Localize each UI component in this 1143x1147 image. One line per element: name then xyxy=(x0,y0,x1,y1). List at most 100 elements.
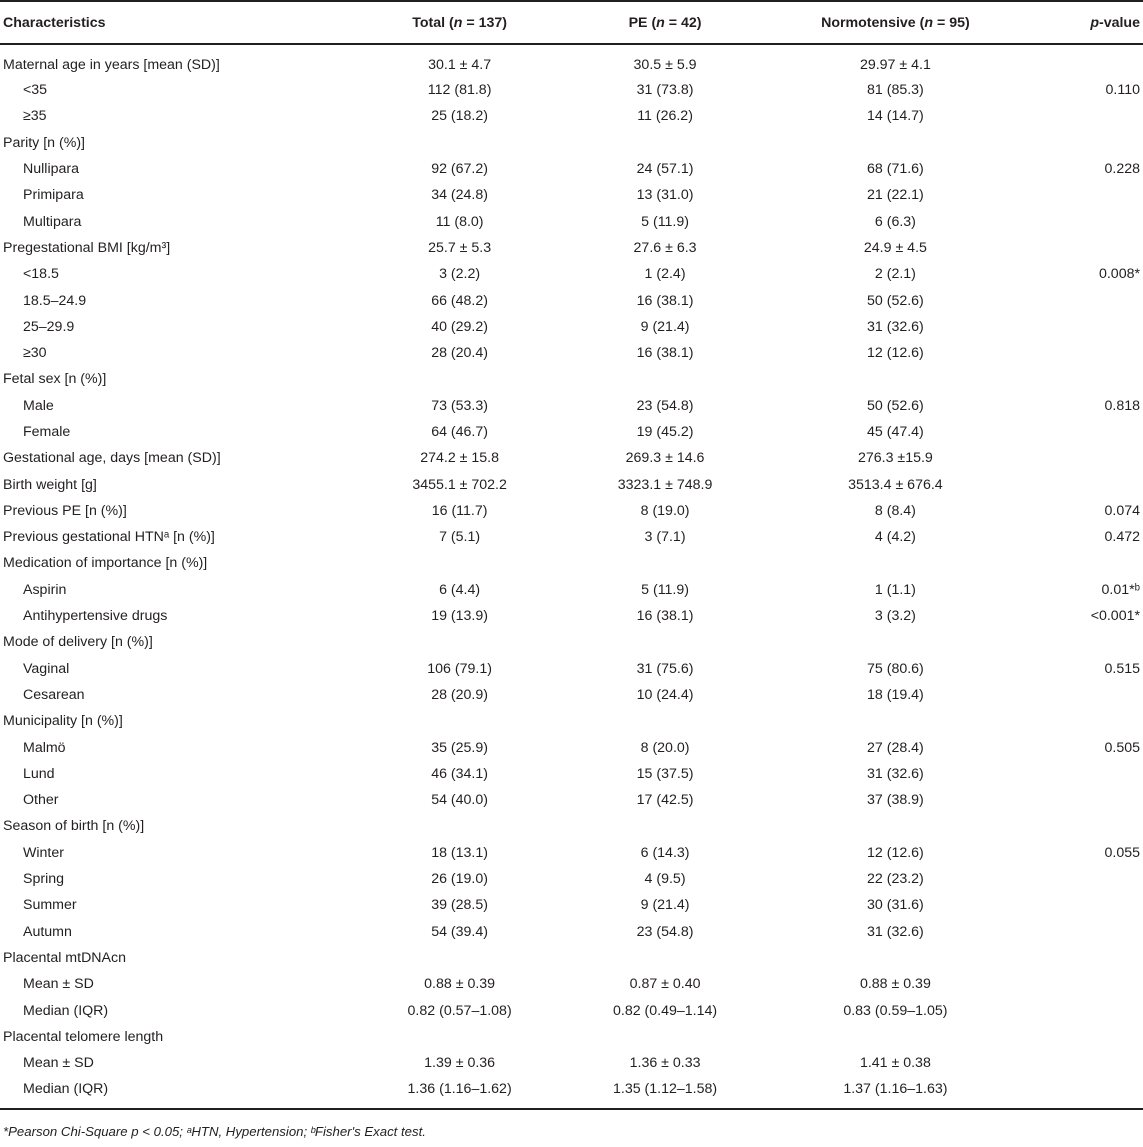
cell-p-value xyxy=(1033,419,1143,445)
cell-pe: 3323.1 ± 748.9 xyxy=(617,476,713,493)
table-row: Season of birth [n (%)] xyxy=(0,813,1143,839)
row-label: Malmö xyxy=(23,739,66,756)
cell-total: 6 (4.4) xyxy=(439,581,481,598)
cell-total: 1.36 (1.16–1.62) xyxy=(347,1076,572,1111)
cell-pe: 5 (11.9) xyxy=(641,581,689,598)
cell-total: 11 (8.0) xyxy=(435,213,484,230)
cell-total: 3 (2.2) xyxy=(439,266,481,283)
row-label: Pregestational BMI [kg/m³] xyxy=(3,239,171,256)
cell-pe: 13 (31.0) xyxy=(636,187,694,204)
table-row: Mean ± SD 1.39 ± 0.36 1.36 ± 0.33 1.41 ± 0.… xyxy=(0,1050,1143,1076)
table-row: Municipality [n (%)] xyxy=(0,708,1143,734)
cell-normotensive: 31 (32.6) xyxy=(867,765,924,782)
cell-p-value xyxy=(1033,314,1143,340)
cell-p-value xyxy=(1033,445,1143,471)
table-row: Vaginal 106 (79.1) 31 (75.6) 75 (80.6) 0.515 xyxy=(0,656,1143,682)
cell-p-value xyxy=(1033,787,1143,813)
row-label: 25–29.9 xyxy=(23,318,75,335)
cell-p-value: <0.001* xyxy=(1090,608,1140,625)
cell-normotensive xyxy=(758,813,1032,839)
table-row: Summer 39 (28.5) 9 (21.4) 30 (31.6) xyxy=(0,892,1143,918)
cell-p-value xyxy=(1033,182,1143,208)
table-body: Maternal age in years [mean (SD)] 30.1 ± … xyxy=(0,44,1143,1111)
cell-p-value xyxy=(1033,971,1143,997)
cell-p-value: 0.505 xyxy=(1104,739,1140,756)
cell-total: 64 (46.7) xyxy=(431,424,488,440)
table-row: Mean ± SD 0.88 ± 0.39 0.87 ± 0.40 0.88 ± 0.… xyxy=(0,971,1143,997)
cell-total xyxy=(347,550,572,576)
cell-p-value xyxy=(1033,550,1143,576)
cell-p-value xyxy=(1033,287,1143,313)
cell-pe: 8 (19.0) xyxy=(640,502,690,519)
row-label: <35 xyxy=(23,82,48,99)
cell-pe: 3 (7.1) xyxy=(644,529,686,546)
cell-p-value xyxy=(1033,919,1143,945)
cell-total: 28 (20.9) xyxy=(431,686,488,703)
cell-pe: 27.6 ± 6.3 xyxy=(633,239,697,256)
cell-normotensive: 31 (32.6) xyxy=(867,923,924,940)
cell-pe: 0.87 ± 0.40 xyxy=(629,976,701,993)
row-label: Lund xyxy=(23,765,55,782)
table-row: Parity [n (%)] xyxy=(0,130,1143,156)
cell-total: 19 (13.9) xyxy=(431,608,488,625)
row-label: Municipality [n (%)] xyxy=(3,713,123,730)
cell-normotensive xyxy=(758,708,1032,734)
header-total: Total (n = 137) xyxy=(347,0,572,45)
cell-total xyxy=(347,366,572,392)
cell-normotensive: 3 (3.2) xyxy=(874,608,916,625)
table-row: 18.5–24.9 66 (48.2) 16 (38.1) 50 (52.6) xyxy=(0,287,1143,313)
cell-total: 25.7 ± 5.3 xyxy=(428,239,492,256)
table-row: Mode of delivery [n (%)] xyxy=(0,629,1143,655)
cell-p-value: 0.110 xyxy=(1105,82,1140,99)
row-label: Fetal sex [n (%)] xyxy=(3,371,107,388)
cell-pe: 16 (38.1) xyxy=(636,292,694,309)
cell-total: 274.2 ± 15.8 xyxy=(420,450,499,467)
cell-total: 73 (53.3) xyxy=(431,397,488,414)
table-row: Cesarean 28 (20.9) 10 (24.4) 18 (19.4) xyxy=(0,682,1143,708)
cell-total xyxy=(347,945,572,971)
table-row: ≥35 25 (18.2) 11 (26.2) 14 (14.7) xyxy=(0,103,1143,129)
cell-pe: 17 (42.5) xyxy=(636,792,694,809)
table-footnote: *Pearson Chi-Square p < 0.05; ᵃHTN, Hype… xyxy=(3,1124,426,1139)
table-row: Previous gestational HTNᵃ [n (%)] 7 (5.1)… xyxy=(0,524,1143,550)
cell-p-value xyxy=(1033,340,1143,366)
cell-pe xyxy=(572,1024,758,1050)
cell-pe xyxy=(572,550,758,576)
cell-p-value xyxy=(1032,1076,1143,1111)
cell-normotensive: 29.97 ± 4.1 xyxy=(859,56,931,73)
cell-pe: 1.35 (1.12–1.58) xyxy=(571,1076,759,1111)
table-row: Nullipara 92 (67.2) 24 (57.1) 68 (71.6) 0.22… xyxy=(0,156,1143,182)
cell-normotensive xyxy=(758,1024,1032,1050)
cell-normotensive: 12 (12.6) xyxy=(867,844,924,861)
row-label: Multipara xyxy=(23,213,82,230)
characteristics-table: Characteristics Total (n = 137) PE (n = … xyxy=(0,0,1143,1111)
cell-p-value xyxy=(1033,1024,1143,1050)
row-label: Medication of importance [n (%)] xyxy=(3,555,208,572)
cell-p-value: 0.01*ᵇ xyxy=(1101,581,1141,598)
cell-normotensive: 1 (1.1) xyxy=(874,581,916,598)
table-row: Birth weight [g] 3455.1 ± 702.2 3323.1 ± 7… xyxy=(0,471,1143,497)
table-row: Median (IQR) 1.36 (1.16–1.62) 1.35 (1.12–1… xyxy=(0,1076,1143,1111)
cell-normotensive: 75 (80.6) xyxy=(867,660,924,677)
row-label: Season of birth [n (%)] xyxy=(3,818,145,835)
table-row: Spring 26 (19.0) 4 (9.5) 22 (23.2) xyxy=(0,866,1143,892)
cell-pe: 1.36 ± 0.33 xyxy=(629,1055,701,1072)
table-row: <35 112 (81.8) 31 (73.8) 81 (85.3) 0.110 xyxy=(0,77,1143,103)
row-label: Antihypertensive drugs xyxy=(23,608,168,625)
cell-total: 54 (40.0) xyxy=(431,792,488,809)
table-row: Median (IQR) 0.82 (0.57–1.08) 0.82 (0.49–1… xyxy=(0,997,1143,1023)
row-label: Aspirin xyxy=(23,581,67,598)
table-row: Placental mtDNAcn xyxy=(0,945,1143,971)
cell-p-value xyxy=(1033,945,1143,971)
cell-p-value xyxy=(1033,997,1143,1023)
cell-normotensive: 12 (12.6) xyxy=(867,345,924,362)
table-row: Pregestational BMI [kg/m³] 25.7 ± 5.3 27.6… xyxy=(0,235,1143,261)
cell-p-value xyxy=(1033,471,1143,497)
cell-total: 34 (24.8) xyxy=(431,187,488,204)
cell-total xyxy=(347,1024,572,1050)
cell-total: 35 (25.9) xyxy=(431,739,488,756)
table-row: Maternal age in years [mean (SD)] 30.1 ± … xyxy=(0,44,1143,77)
row-label: Primipara xyxy=(23,187,84,204)
cell-pe: 269.3 ± 14.6 xyxy=(625,450,705,467)
cell-total: 25 (18.2) xyxy=(431,108,488,125)
